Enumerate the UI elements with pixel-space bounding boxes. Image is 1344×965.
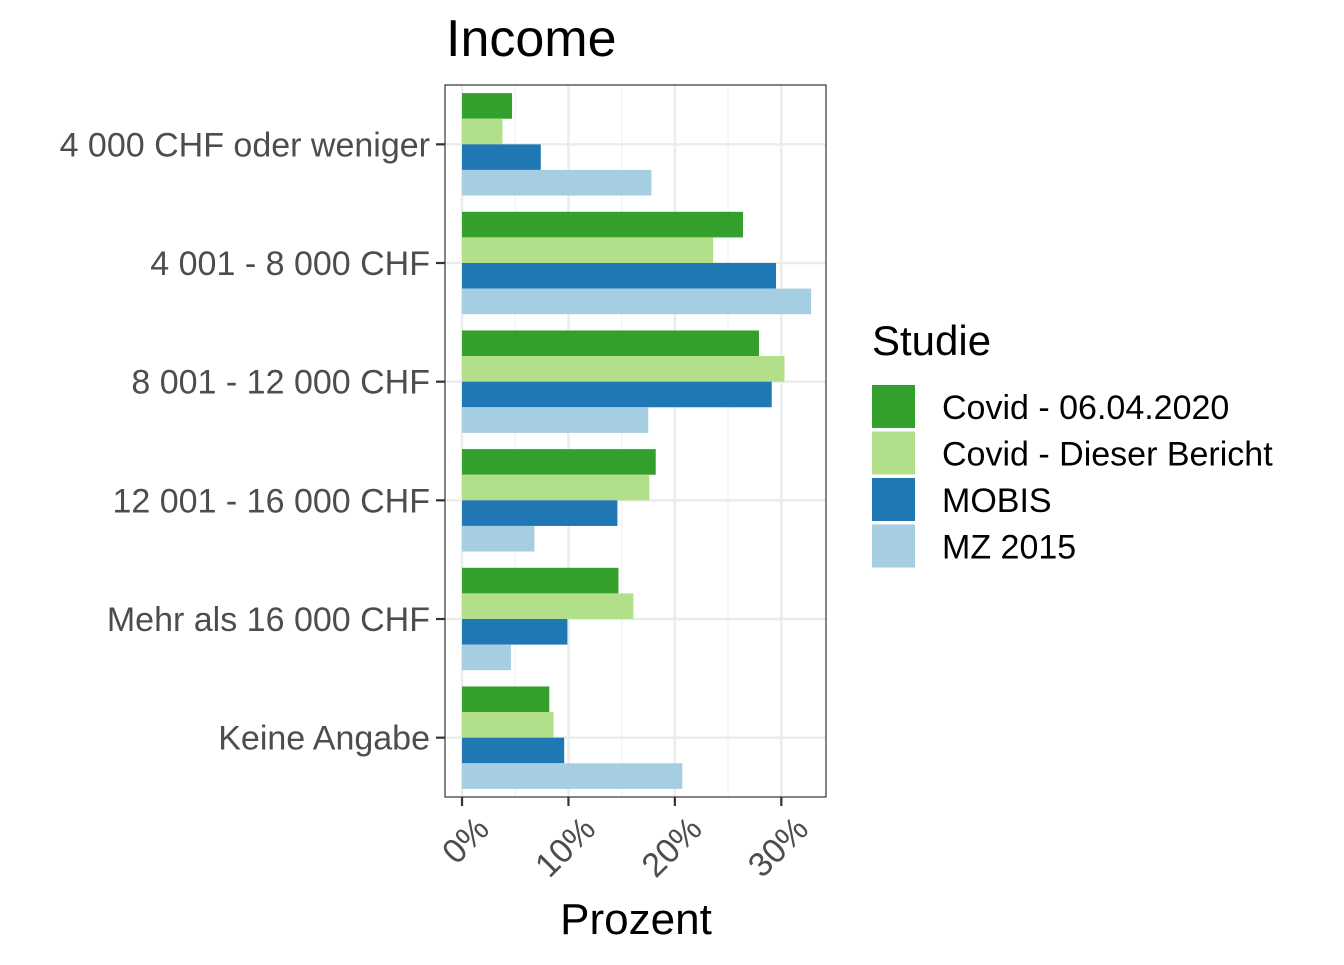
bar: [462, 712, 554, 738]
bar: [462, 567, 619, 594]
bar: [462, 169, 652, 196]
bar: [462, 593, 634, 619]
bar: [462, 118, 503, 145]
bar: [462, 737, 565, 764]
x-tick-label: 30%: [741, 810, 816, 885]
bar: [462, 474, 650, 501]
y-tick-label: 4 000 CHF oder weniger: [60, 126, 430, 164]
legend-label: Covid - 06.04.2020: [942, 389, 1229, 427]
legend: Studie Covid - 06.04.2020 Covid - Dieser …: [872, 317, 1273, 568]
bar: [462, 407, 649, 433]
panel-background: [445, 85, 826, 797]
bar: [462, 500, 618, 526]
bar: [462, 381, 772, 408]
bar: [462, 619, 568, 645]
y-tick-label: 8 001 - 12 000 CHF: [131, 364, 430, 402]
bar: [462, 449, 656, 475]
bar: [462, 525, 535, 552]
y-tick-label: Mehr als 16 000 CHF: [107, 601, 430, 639]
bar: [462, 288, 812, 315]
legend-key: [872, 524, 915, 568]
x-tick-label: 0%: [435, 810, 497, 872]
bar: [462, 686, 550, 713]
y-tick-label: 12 001 - 16 000 CHF: [112, 482, 430, 520]
y-tick-label: 4 001 - 8 000 CHF: [150, 245, 430, 283]
legend-key: [872, 385, 915, 428]
legend-title: Studie: [872, 317, 991, 364]
y-tick-label: Keine Angabe: [218, 720, 430, 758]
legend-label: MOBIS: [942, 482, 1052, 520]
bar: [462, 93, 513, 119]
bar: [462, 211, 743, 238]
legend-key: [872, 478, 915, 521]
bar: [462, 330, 759, 357]
bar: [462, 144, 541, 170]
bar: [462, 356, 785, 382]
x-tick-label: 20%: [635, 810, 710, 885]
panel-border: [444, 84, 827, 798]
chart-title: Income: [446, 10, 617, 68]
legend-key: [872, 431, 915, 475]
legend-label: MZ 2015: [942, 529, 1076, 567]
x-tick-label: 10%: [528, 810, 603, 885]
bar: [462, 237, 714, 263]
x-axis-title: Prozent: [560, 895, 712, 944]
bar: [462, 763, 683, 789]
bar: [462, 263, 776, 289]
plot-panel: 4 000 CHF oder weniger 4 001 - 8 000 CHF 8…: [60, 84, 827, 885]
legend-label: Covid - Dieser Bericht: [942, 436, 1273, 474]
bar: [462, 644, 511, 671]
